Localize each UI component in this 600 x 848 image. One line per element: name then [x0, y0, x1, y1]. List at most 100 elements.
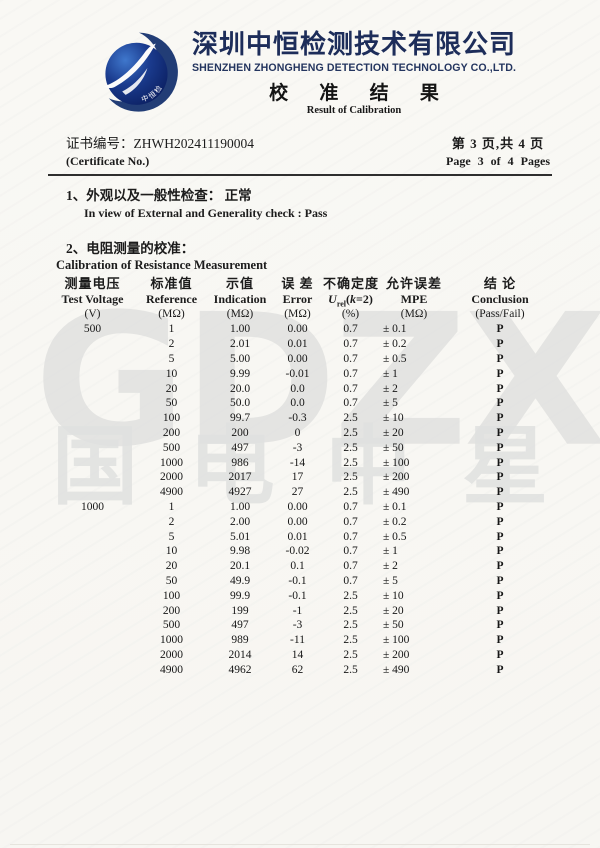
table-row: 1000 1 1.00 0.00 0.7 ± 0.1 P: [50, 500, 550, 515]
table-cell: [50, 544, 135, 559]
table-cell: ± 0.1: [383, 323, 407, 336]
table-cell: 2.5: [343, 589, 358, 602]
letterhead: 中恒检测 深圳中恒检测技术有限公司 SHENZHEN ZHONGHENG DET…: [0, 0, 600, 116]
table-cell: 0.7: [343, 515, 358, 528]
table-cell: (Pass/Fail): [475, 308, 525, 321]
table-cell: 2.5: [343, 619, 358, 632]
table-cell: 2.5: [343, 456, 358, 469]
table-cell: -0.01: [285, 367, 310, 380]
table-cell: ± 2: [383, 382, 398, 395]
table-cell: 1000: [160, 634, 183, 647]
table-cell: Conclusion: [471, 292, 529, 307]
table-cell: 0.7: [343, 397, 358, 410]
table-cell: P: [496, 441, 504, 454]
table-cell: 100: [162, 412, 181, 425]
table-row: 10 9.98 -0.02 0.7 ± 1 P: [50, 544, 550, 559]
table-cell: 2.01: [229, 338, 251, 351]
table-row: 20 20.0 0.0 0.7 ± 2 P: [50, 382, 550, 397]
table-cell: [50, 633, 135, 648]
table-cell: 99.7: [229, 412, 251, 425]
table-cell: -0.1: [288, 574, 307, 587]
table-cell: 误 差: [281, 276, 314, 292]
table-cell: -1: [292, 604, 303, 617]
table-row: Test Voltage Reference Indication Error Urel…: [50, 292, 550, 308]
table-row: 100 99.9 -0.1 2.5 ± 10 P: [50, 589, 550, 604]
table-cell: 199: [231, 604, 249, 617]
table-row: 20 20.1 0.1 0.7 ± 2 P: [50, 559, 550, 574]
table-cell: 2.5: [343, 648, 358, 661]
table-cell: 2.5: [343, 441, 358, 454]
table-cell: P: [496, 545, 504, 558]
table-cell: P: [496, 500, 504, 513]
table-cell: 20.0: [229, 382, 251, 395]
table-cell: 497: [231, 619, 249, 632]
table-cell: 0.7: [343, 338, 358, 351]
table-cell: 示值: [225, 276, 254, 292]
table-cell: ± 5: [383, 574, 398, 587]
table-cell: P: [496, 634, 504, 647]
table-cell: 4962: [228, 663, 252, 676]
table-cell: P: [496, 648, 504, 661]
table-cell: [50, 456, 135, 471]
table-cell: ± 200: [383, 648, 410, 661]
table-cell: -0.3: [288, 412, 307, 425]
table-cell: 2014: [228, 648, 252, 661]
table-cell: 0.7: [343, 500, 358, 513]
table-cell: Reference: [145, 292, 198, 307]
table-row: 2000 2014 14 2.5 ± 200 P: [50, 648, 550, 663]
table-cell: 5.00: [229, 353, 251, 365]
table-cell: [50, 367, 135, 382]
table-cell: ± 1: [383, 367, 398, 380]
table-cell: 2000: [160, 648, 183, 661]
table-cell: 0.7: [343, 367, 358, 380]
table-row: 2 2.00 0.00 0.7 ± 0.2 P: [50, 515, 550, 530]
table-cell: 0.00: [287, 500, 308, 513]
table-row: 1000 989 -11 2.5 ± 100 P: [50, 633, 550, 648]
table-cell: 2.5: [343, 604, 358, 617]
table-cell: [50, 352, 135, 367]
certificate-info-row: 证书编号：ZHWH202411190004 (Certificate No.) …: [66, 135, 550, 169]
table-cell: [50, 589, 135, 604]
table-cell: 结 论: [483, 276, 517, 292]
table-cell: 1: [168, 500, 175, 513]
table-cell: 0.7: [343, 323, 358, 336]
table-cell: ± 5: [383, 397, 398, 410]
table-cell: P: [496, 426, 504, 439]
table-cell: 2017: [228, 471, 252, 484]
table-cell: 200: [162, 426, 181, 439]
table-cell: 1: [168, 323, 175, 336]
table-cell: 0.01: [287, 338, 308, 351]
table-row: 500 497 -3 2.5 ± 50 P: [50, 618, 550, 633]
table-row: 测量电压 标准值 示值 误 差不确定度 允许误差 结 论: [50, 276, 550, 292]
table-row: 10 9.99 -0.01 0.7 ± 1 P: [50, 367, 550, 382]
table-cell: -3: [292, 619, 303, 632]
table-cell: [50, 396, 135, 411]
table-cell: Indication: [213, 292, 267, 307]
table-cell: 1000: [81, 500, 104, 513]
table-row: 500 1 1.00 0.00 0.7 ± 0.1 P: [50, 322, 550, 337]
page-bottom-edge: [10, 844, 590, 845]
table-cell: [50, 559, 135, 574]
company-logo-icon: 中恒检测: [97, 30, 178, 112]
table-cell: 62: [291, 663, 304, 676]
table-cell: MPE: [400, 292, 428, 307]
table-row: 50 49.9 -0.1 0.7 ± 5 P: [50, 574, 550, 589]
table-row: 4900 4927 27 2.5 ± 490 P: [50, 485, 550, 500]
table-cell: 500: [162, 619, 181, 632]
table-cell: 0.7: [343, 530, 358, 543]
table-cell: 20: [165, 560, 178, 573]
table-cell: 0.00: [287, 323, 308, 336]
table-cell: 1.00: [229, 500, 251, 513]
table-cell: 0.7: [343, 560, 358, 573]
table-cell: 200: [162, 604, 181, 617]
table-cell: 100: [162, 589, 181, 602]
table-cell: 9.99: [229, 367, 251, 380]
table-cell: 允许误差: [385, 276, 442, 292]
table-cell: P: [496, 338, 504, 351]
table-cell: 10: [165, 367, 178, 380]
table-cell: 5: [168, 353, 175, 365]
table-cell: P: [496, 412, 504, 425]
table-cell: 2.5: [343, 663, 358, 676]
table-cell: 2: [168, 515, 175, 528]
